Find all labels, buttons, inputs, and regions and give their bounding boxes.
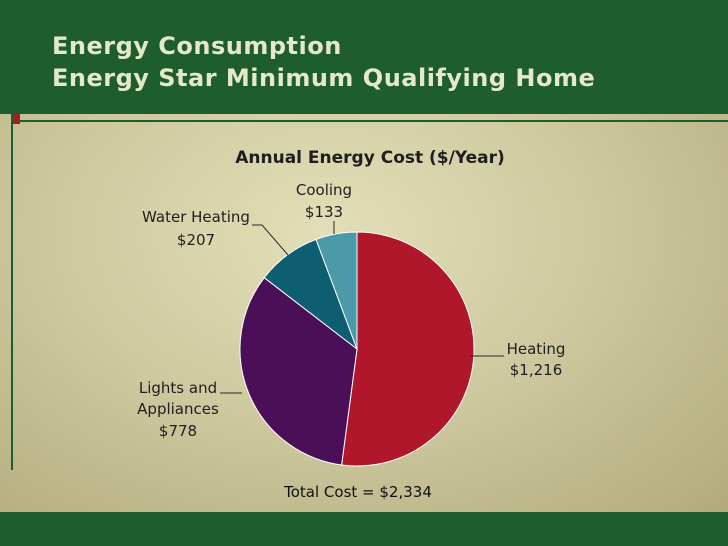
slice-label-water-value: $207 [177, 231, 215, 249]
slice-label-lights-name-line1: Lights and [139, 379, 217, 397]
pie-slices [239, 231, 475, 467]
footer-band [0, 512, 728, 546]
pie-slice-cooling [315, 231, 358, 350]
slice-label-cooling-name: Cooling [296, 181, 352, 199]
slide-header: Energy Consumption Energy Star Minimum Q… [0, 0, 728, 114]
slice-label-water-name: Water Heating [142, 208, 250, 226]
total-cost-text: Total Cost = $2,334 [283, 483, 432, 501]
chart-title: Annual Energy Cost ($/Year) [235, 148, 505, 168]
decorative-left-line [11, 114, 13, 470]
leader-lines [220, 221, 504, 394]
slide-title-line-1: Energy Consumption [52, 32, 342, 60]
slice-label-cooling-value: $133 [305, 203, 343, 221]
leader-water [252, 224, 289, 256]
slide-title-line-2: Energy Star Minimum Qualifying Home [52, 64, 596, 92]
decorative-top-line [11, 120, 728, 122]
slice-label-lights-value: $778 [159, 422, 197, 440]
slice-label-heating-name: Heating [507, 340, 566, 358]
pie-slice-heating [341, 231, 475, 467]
slice-label-lights-name-line2: Appliances [137, 400, 219, 418]
decorative-red-square [13, 114, 20, 124]
pie-slice-lights-and-appliances [239, 276, 358, 466]
slice-label-heating-value: $1,216 [510, 361, 563, 379]
